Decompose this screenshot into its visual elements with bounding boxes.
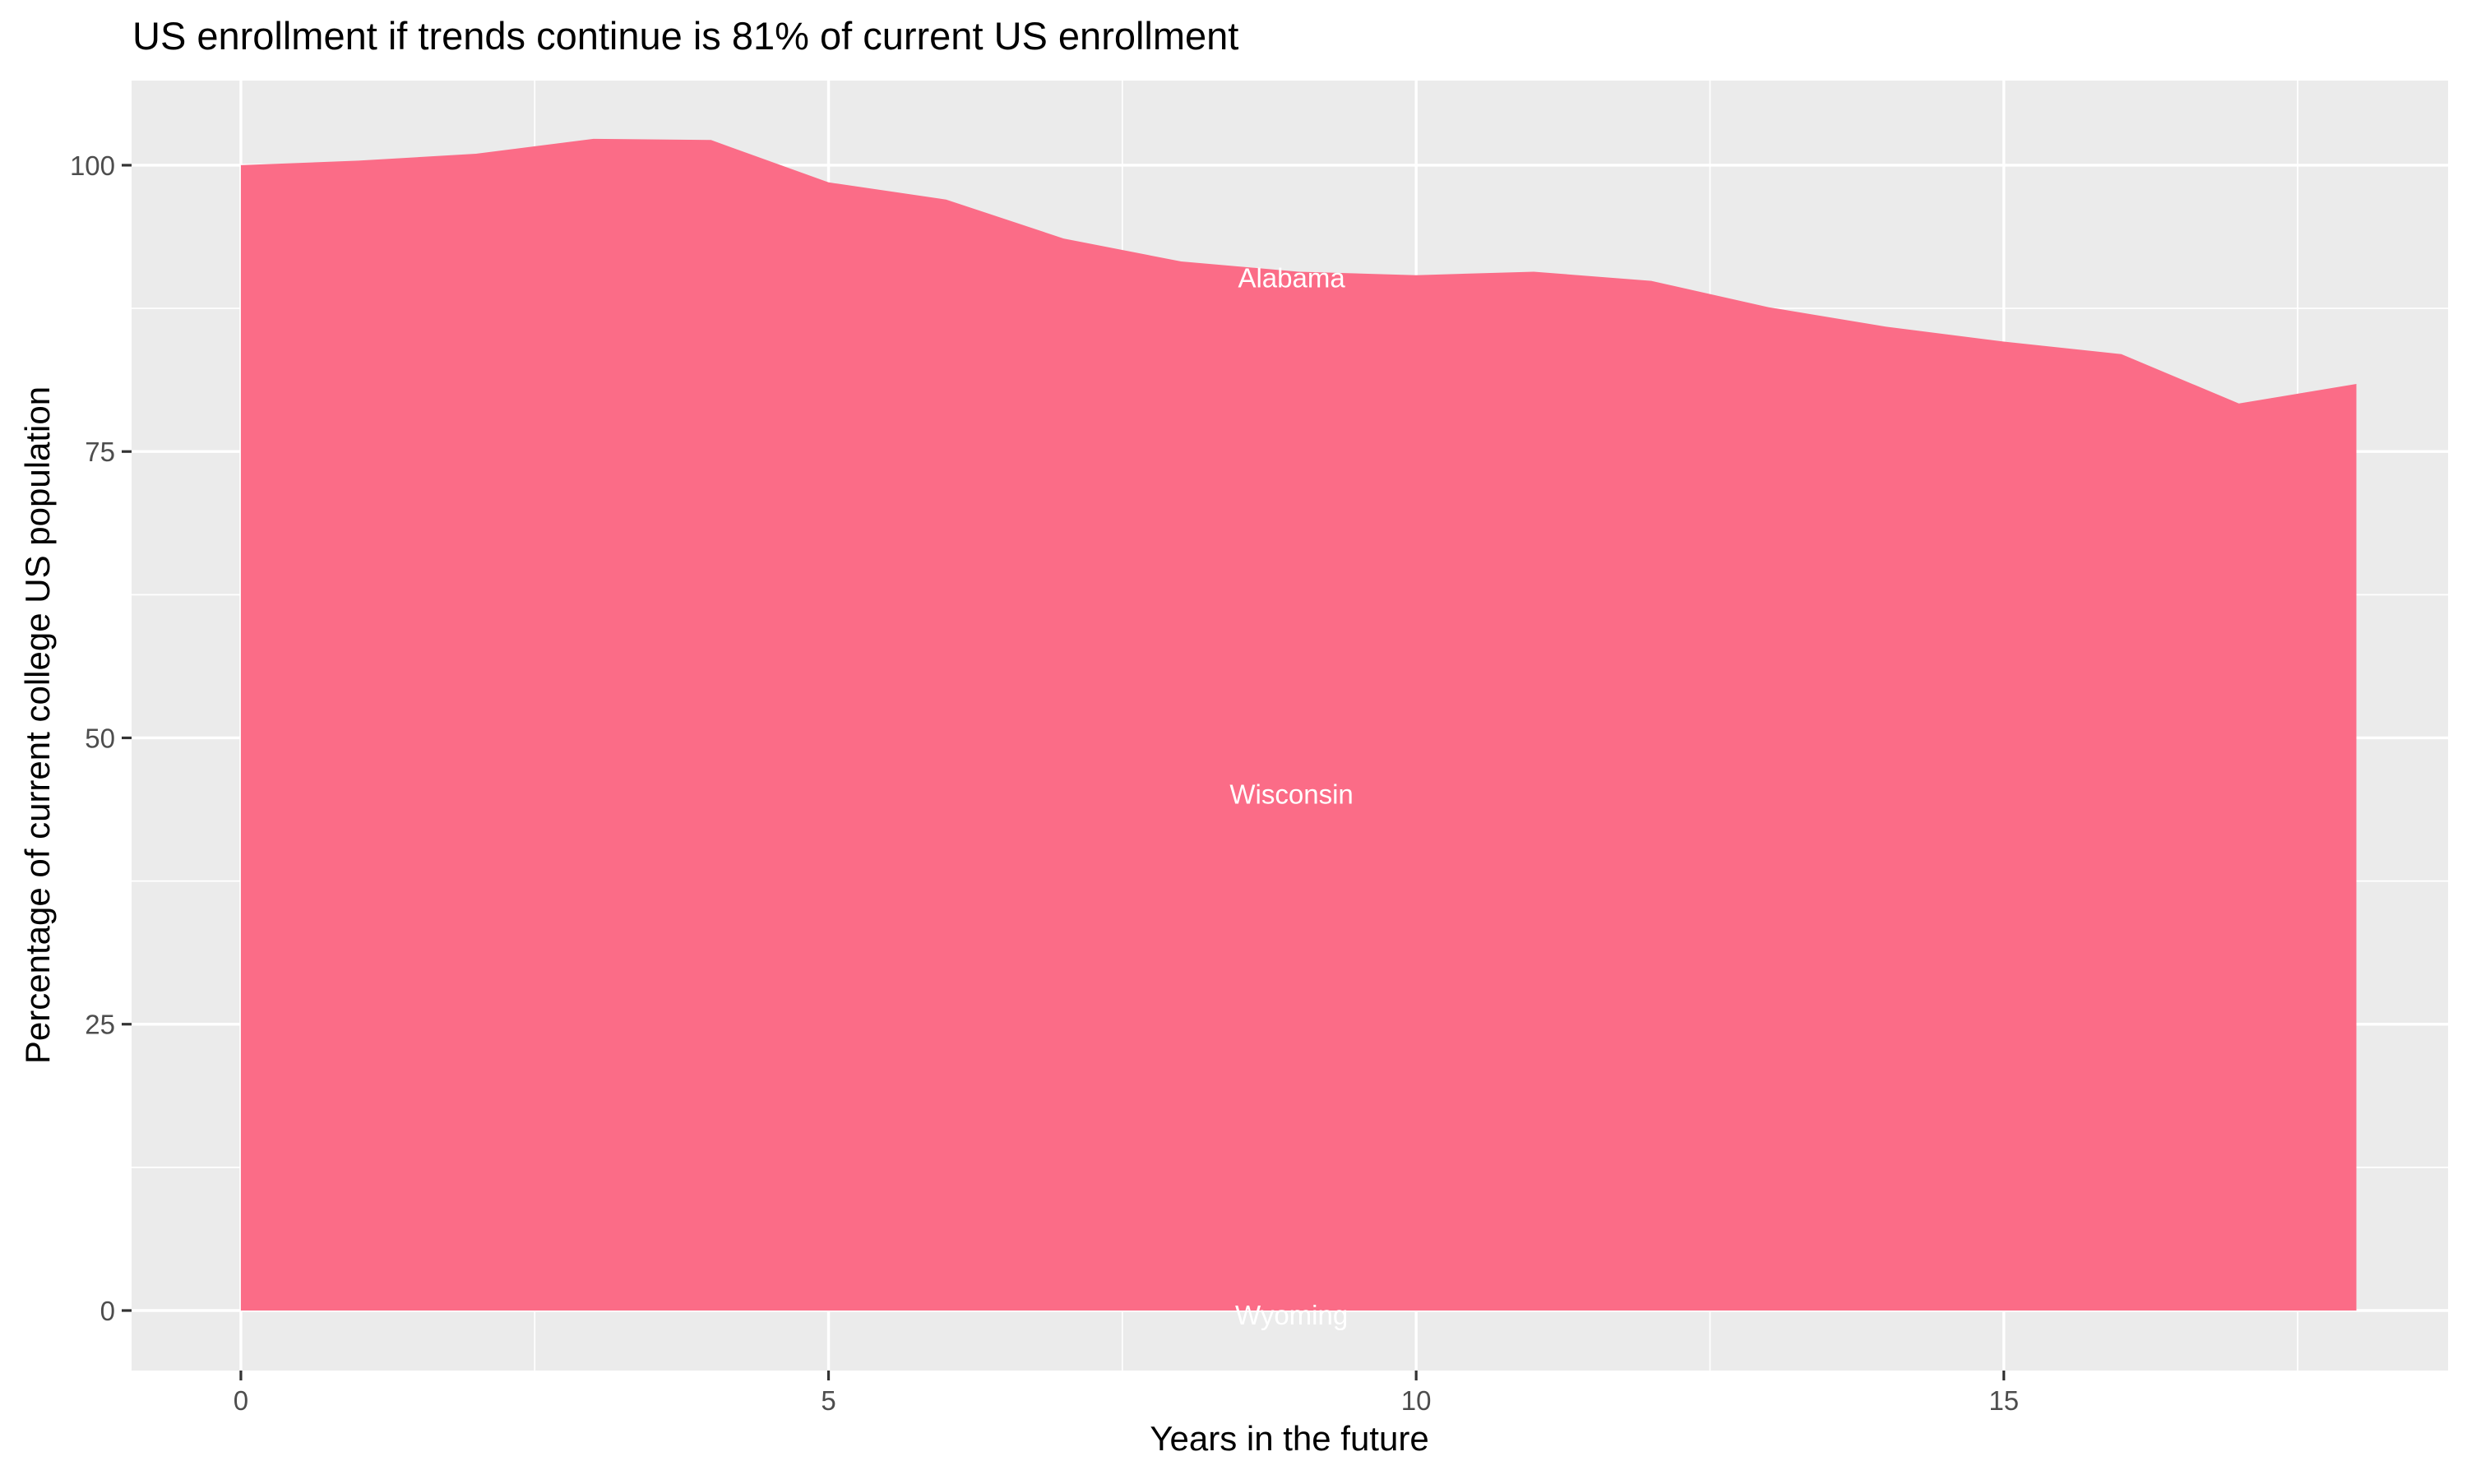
state-band-labels: Alabama Wisconsin Wyoming	[1229, 263, 1353, 1330]
enrollment-area-series	[240, 138, 2357, 1311]
x-tick-label: 5	[821, 1385, 835, 1416]
x-tick-label: 15	[1988, 1385, 2019, 1416]
y-tick-label: 25	[85, 1010, 115, 1040]
x-tick-label: 0	[234, 1385, 248, 1416]
y-tick-label: 75	[85, 437, 115, 467]
x-axis-title: Years in the future	[1150, 1419, 1428, 1458]
state-label-wisconsin: Wisconsin	[1229, 779, 1353, 810]
x-tick-label: 10	[1401, 1385, 1432, 1416]
state-label-wyoming: Wyoming	[1235, 1300, 1348, 1330]
state-label-alabama: Alabama	[1238, 263, 1345, 294]
y-tick-label: 100	[70, 150, 115, 181]
y-tick-label: 0	[100, 1296, 115, 1326]
y-axis-title: Percentage of current college US populat…	[18, 386, 57, 1064]
chart-title: US enrollment if trends continue is 81% …	[132, 14, 1238, 58]
axis-tick-marks	[122, 164, 2006, 1380]
y-tick-label: 50	[85, 724, 115, 754]
axis-tick-labels: 0 5 10 15 0 25 50 75 100	[70, 150, 2019, 1416]
